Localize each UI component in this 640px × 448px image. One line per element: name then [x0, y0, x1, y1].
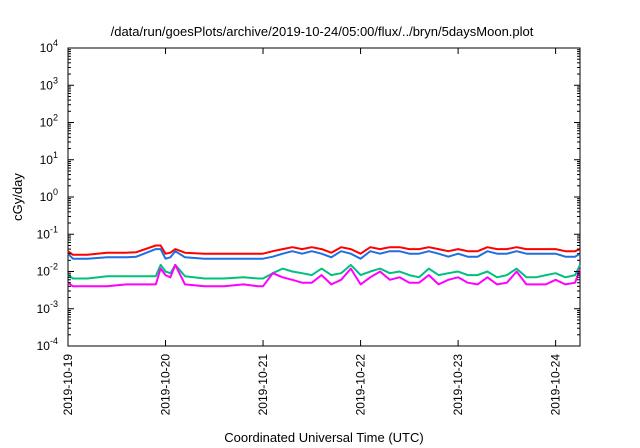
y-tick-label: 102: [40, 113, 58, 130]
y-tick-label: 101: [40, 150, 58, 167]
series-line-3: [67, 263, 581, 288]
series-line-2: [67, 263, 581, 280]
x-tick-label: 2019-10-24: [549, 354, 563, 416]
y-tick-label: 103: [40, 75, 58, 92]
axis-layer: 10-4 10-3 10-2 10-1 100 101 102 103 104 2019-10-1…: [37, 38, 580, 415]
y-tick-label: 10-3: [37, 299, 58, 316]
plot-frame: [67, 47, 581, 347]
series-layer: [67, 244, 581, 288]
x-tick-label: 2019-10-21: [256, 354, 270, 416]
x-tick-label: 2019-10-22: [354, 354, 368, 416]
x-tick-label: 2019-10-19: [61, 354, 75, 416]
y-tick-label: 10-1: [37, 224, 58, 241]
y-axis-label: cGy/day: [10, 173, 25, 221]
x-axis-label: Coordinated Universal Time (UTC): [224, 430, 423, 445]
y-tick-label: 10-2: [37, 262, 58, 279]
y-tick-label: 100: [40, 187, 58, 204]
y-tick-label: 10-4: [37, 336, 58, 353]
series-line-0: [67, 244, 581, 256]
x-tick-label: 2019-10-23: [451, 354, 465, 416]
chart-title: /data/run/goesPlots/archive/2019-10-24/0…: [111, 24, 534, 39]
y-tick-label: 104: [40, 38, 58, 55]
series-line-1: [67, 248, 581, 260]
x-tick-label: 2019-10-20: [159, 354, 173, 416]
